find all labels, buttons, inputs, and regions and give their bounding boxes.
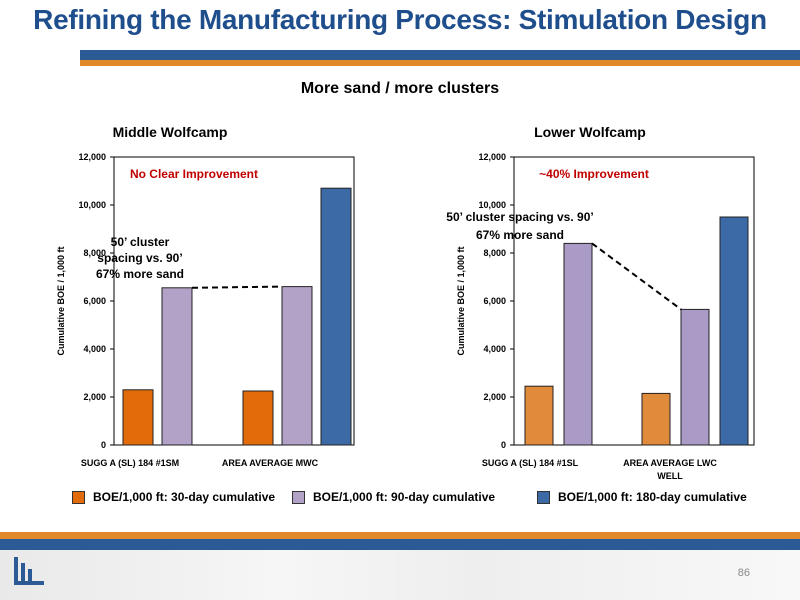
legend-label-30-day: BOE/1,000 ft: 30-day cumulative [93,490,276,504]
bar-lower-wolfcamp-0-0 [524,385,554,446]
y-axis-label-lower-wolfcamp: Cumulative BOE / 1,000 ft [456,246,466,355]
y-tick-label-lower-wolfcamp: 10,000 [478,200,506,210]
y-tick-label-lower-wolfcamp: 12,000 [478,152,506,162]
footer-accent-bar-orange [0,532,800,539]
legend-swatch-180-day [537,490,550,504]
y-tick-label-lower-wolfcamp: 4,000 [483,344,506,354]
y-tick-label-lower-wolfcamp: 0 [501,440,506,450]
annotation-text-lower-wolfcamp: 50’ cluster spacing vs. 90’ [446,210,593,224]
footer-background-image [0,550,800,600]
legend-label-180-day: BOE/1,000 ft: 180-day cumulative [558,490,747,504]
legend-item-30-day: BOE/1,000 ft: 30-day cumulative [72,490,275,504]
annotation-text-lower-wolfcamp: 67% more sand [476,228,564,242]
bar-middle-wolfcamp-0-0 [122,389,154,446]
annotation-text-middle-wolfcamp: spacing vs. 90’ [97,251,182,265]
y-tick-label-lower-wolfcamp: 2,000 [483,392,506,402]
y-tick-label-middle-wolfcamp: 4,000 [83,344,106,354]
y-tick-label-lower-wolfcamp: 8,000 [483,248,506,258]
category-label-middle-wolfcamp: SUGG A (SL) 184 #1SM [81,458,179,468]
y-axis-label-middle-wolfcamp: Cumulative BOE / 1,000 ft [56,246,66,355]
legend-label-90-day: BOE/1,000 ft: 90-day cumulative [313,490,496,504]
category-label-lower-wolfcamp: SUGG A (SL) 184 #1SL [482,458,579,468]
y-tick-label-middle-wolfcamp: 6,000 [83,296,106,306]
chart-legend: BOE/1,000 ft: 30-day cumulative BOE/1,00… [0,490,800,510]
y-tick-label-middle-wolfcamp: 10,000 [78,200,106,210]
y-tick-label-middle-wolfcamp: 0 [101,440,106,450]
bar-middle-wolfcamp-1-1 [281,286,313,446]
legend-item-180-day: BOE/1,000 ft: 180-day cumulative [537,490,747,504]
bar-middle-wolfcamp-1-2 [320,187,352,446]
annotation-text-middle-wolfcamp: 50’ cluster [111,235,170,249]
category-label-lower-wolfcamp: AREA AVERAGE LWC [623,458,717,468]
annotation-text-middle-wolfcamp: 67% more sand [96,267,184,281]
comparison-dashed-line-lower-wolfcamp [591,242,682,311]
slide-subtitle: More sand / more clusters [300,80,500,97]
company-logo-icon [14,557,44,585]
footer-accent-bar-blue [0,539,800,550]
legend-swatch-90-day [292,490,305,504]
category-label-middle-wolfcamp: AREA AVERAGE MWC [222,458,319,468]
chart-title-middle-wolfcamp: Middle Wolfcamp [113,124,228,140]
headline-annotation-lower-wolfcamp: ~40% Improvement [539,167,649,181]
slide-title: Refining the Manufacturing Process: Stim… [33,4,767,35]
chart-lower-wolfcamp: Lower Wolfcamp 0 2,000 4,000 6,000 8,000 10,00… [446,124,755,481]
plot-area-lower-wolfcamp [513,156,755,446]
comparison-dashed-line-middle-wolfcamp [191,285,283,289]
y-tick-label-lower-wolfcamp: 6,000 [483,296,506,306]
bar-lower-wolfcamp-1-0 [641,392,671,446]
bar-middle-wolfcamp-1-0 [242,390,274,446]
headline-annotation-middle-wolfcamp: No Clear Improvement [130,167,258,181]
header-accent-bar-blue [80,50,800,60]
y-tick-label-middle-wolfcamp: 8,000 [83,248,106,258]
category-label-lower-wolfcamp: WELL [657,471,683,481]
chart-middle-wolfcamp: Middle Wolfcamp 0 2,000 4,000 6,000 8,000 10,0… [56,124,355,468]
plot-area-middle-wolfcamp [113,156,355,446]
y-tick-label-middle-wolfcamp: 12,000 [78,152,106,162]
y-tick-label-middle-wolfcamp: 2,000 [83,392,106,402]
bar-lower-wolfcamp-1-2 [719,216,749,446]
chart-title-lower-wolfcamp: Lower Wolfcamp [534,124,646,140]
legend-item-90-day: BOE/1,000 ft: 90-day cumulative [292,490,495,504]
bar-lower-wolfcamp-1-1 [680,308,710,446]
bar-lower-wolfcamp-0-1 [563,242,593,446]
header-accent-bar-orange [80,60,800,66]
legend-swatch-30-day [72,490,85,504]
bar-middle-wolfcamp-0-1 [161,287,193,446]
page-number: 86 [737,567,750,579]
